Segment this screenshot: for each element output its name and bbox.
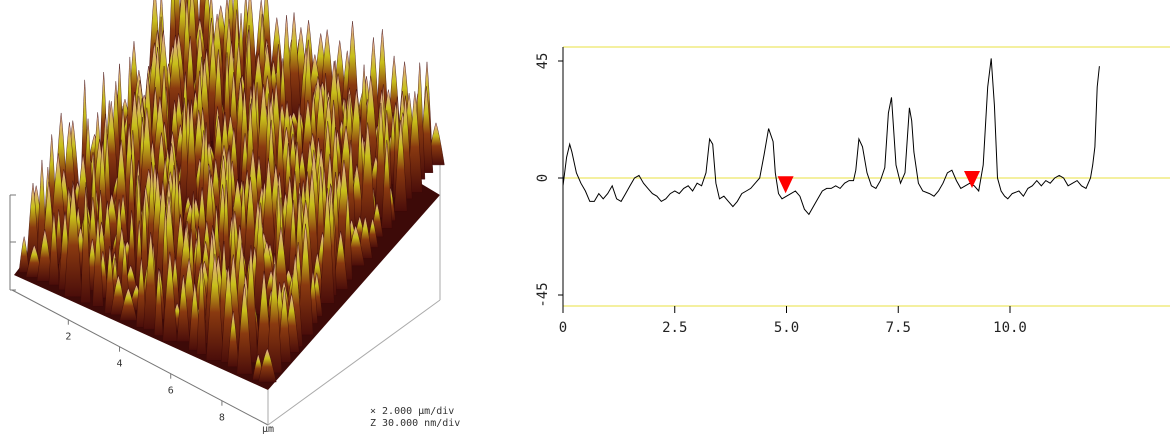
surface-spike [227,311,240,367]
profile-x-tick-label: 2.5 [662,320,687,336]
surface-spike [359,122,376,237]
surface-spike [26,183,40,265]
surface-spike [381,139,393,229]
surface-spike [184,99,199,219]
x-axis-line [11,289,269,426]
surface-spike [119,287,138,321]
surface-spike [394,120,408,212]
surface-spike [162,251,178,342]
profile-x-tick-label: 0 [559,320,567,336]
surface-spike [153,267,164,336]
profile-y-tick-label: 0 [535,174,551,182]
surface-x-tick-label: 4 [117,359,123,370]
surface-x-tick-label: 2 [65,332,71,343]
surface-x-tick-label: 6 [168,386,174,397]
surface-spike [48,212,60,286]
surface-spike [333,230,349,290]
surface-spike [205,253,224,361]
surface-spike [297,223,314,336]
surface-spike [104,246,116,314]
surface-spike [258,348,277,383]
surface-spike [143,232,159,330]
surface-spike [64,182,83,297]
surface-spike [266,263,283,374]
profile-y-tick-label: -45 [535,282,551,307]
surface-spikes [18,0,445,383]
surface-spike [236,283,253,375]
surface-x-unit: μm [262,424,274,435]
profile-x-tick-label: 5.0 [774,320,799,336]
surface-scale-x: × 2.000 μm/div [370,406,454,417]
profile-series-line [562,58,1100,216]
surface-spike [176,274,191,342]
surface-spike [119,240,130,305]
profile-marker[interactable] [777,176,794,194]
surface-spike [18,236,30,273]
surface-spike [127,210,137,283]
depth-axis-line [267,299,441,426]
surface-spike [357,216,373,259]
surface-x-tick-label: 8 [219,413,225,424]
surface-spike [320,187,335,304]
profile-x-tick-label: 7.5 [886,320,911,336]
surface-spike [126,154,137,245]
surface-spike [80,186,91,303]
surface-spike [92,217,104,307]
surface-spike [277,287,292,363]
surface-scale-z: Z 30.000 nm/div [370,418,460,429]
profile-y-tick-label: 45 [535,53,551,70]
surface-spike [343,191,353,281]
profile-x-tick-label: 10.0 [993,320,1027,336]
surface-3d-plot: 2 4 6 8 μm × 2.000 μm/div Z 30.000 nm/div [9,0,460,435]
surface-spike [196,258,207,355]
profile-marker[interactable] [964,171,981,188]
surface-spike [407,91,423,193]
